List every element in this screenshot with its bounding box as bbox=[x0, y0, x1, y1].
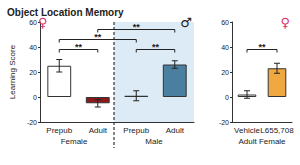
svg-text:0: 0 bbox=[33, 94, 37, 101]
svg-text:60: 60 bbox=[221, 19, 229, 26]
svg-text:Object Location Memory: Object Location Memory bbox=[7, 7, 124, 18]
svg-text:**: ** bbox=[133, 22, 141, 32]
svg-text:♂: ♂ bbox=[180, 15, 192, 30]
svg-text:Learning Score: Learning Score bbox=[8, 44, 17, 99]
svg-text:20: 20 bbox=[29, 69, 37, 76]
svg-text:**: ** bbox=[75, 42, 83, 52]
svg-text:**: ** bbox=[94, 32, 102, 42]
svg-text:Adult Female: Adult Female bbox=[238, 137, 286, 146]
svg-text:Adult: Adult bbox=[89, 126, 108, 135]
svg-text:Prepub: Prepub bbox=[46, 126, 72, 135]
svg-text:40: 40 bbox=[29, 44, 37, 51]
svg-text:-20: -20 bbox=[219, 119, 229, 126]
svg-text:Adult: Adult bbox=[166, 126, 185, 135]
svg-text:-20: -20 bbox=[27, 119, 37, 126]
svg-text:L655,708: L655,708 bbox=[260, 126, 294, 135]
svg-text:**: ** bbox=[152, 42, 160, 52]
svg-text:Male: Male bbox=[145, 137, 163, 146]
svg-text:Vehicle: Vehicle bbox=[234, 126, 260, 135]
svg-text:**: ** bbox=[258, 42, 266, 52]
svg-text:♀: ♀ bbox=[280, 15, 290, 30]
svg-text:40: 40 bbox=[221, 44, 229, 51]
svg-text:0: 0 bbox=[225, 94, 229, 101]
svg-text:20: 20 bbox=[221, 69, 229, 76]
svg-text:Female: Female bbox=[61, 137, 88, 146]
svg-text:60: 60 bbox=[29, 19, 37, 26]
svg-text:Prepub: Prepub bbox=[123, 126, 149, 135]
